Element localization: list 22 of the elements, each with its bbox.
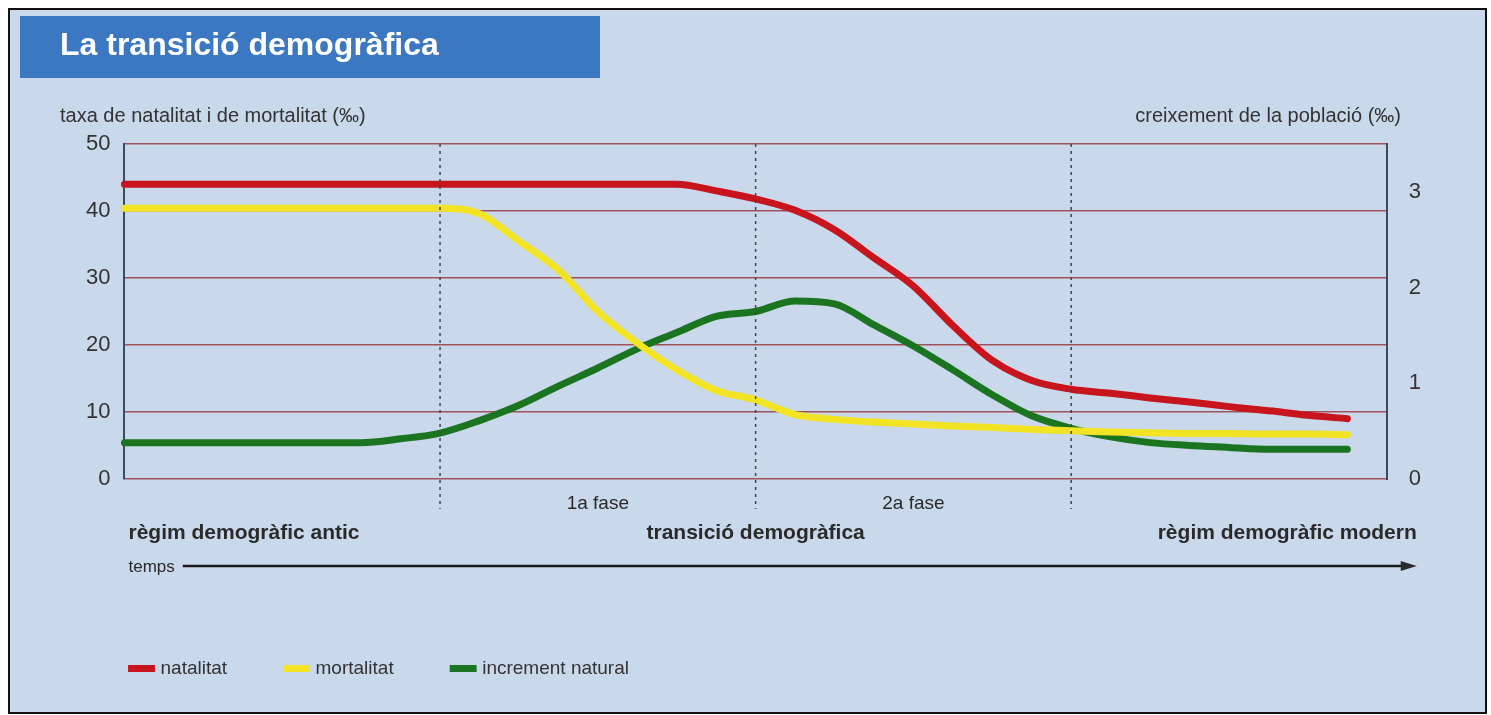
legend-label: natalitat: [160, 656, 228, 678]
y-tick-label: 10: [85, 398, 111, 424]
y2-tick-label: 0: [1408, 465, 1422, 491]
y2-axis-title: creixement de la població (‰): [1135, 104, 1401, 127]
y-tick-label: 20: [85, 331, 111, 357]
y-tick-label: 0: [98, 465, 111, 491]
text: règim demogràfic modern: [1157, 520, 1417, 543]
legend-label: increment natural: [482, 656, 629, 678]
y2-tick-label: 2: [1408, 273, 1422, 299]
chart-title: La transició demogràfica: [20, 16, 600, 78]
y-tick-label: 50: [85, 130, 111, 156]
y-tick-label: 40: [85, 197, 111, 223]
y2-tick-label: 1: [1408, 369, 1422, 395]
y2-tick-label: 3: [1408, 177, 1422, 203]
legend-label: mortalitat: [315, 656, 395, 678]
y-tick-label: 30: [85, 264, 111, 290]
text: règim demogràfic antic: [128, 520, 360, 543]
text: transició demogràfica: [646, 520, 866, 543]
text: temps: [128, 557, 175, 576]
text: 2a fase: [882, 492, 945, 513]
y-axis-title: taxa de natalitat i de mortalitat (‰): [60, 104, 366, 127]
text: 1a fase: [566, 492, 629, 513]
